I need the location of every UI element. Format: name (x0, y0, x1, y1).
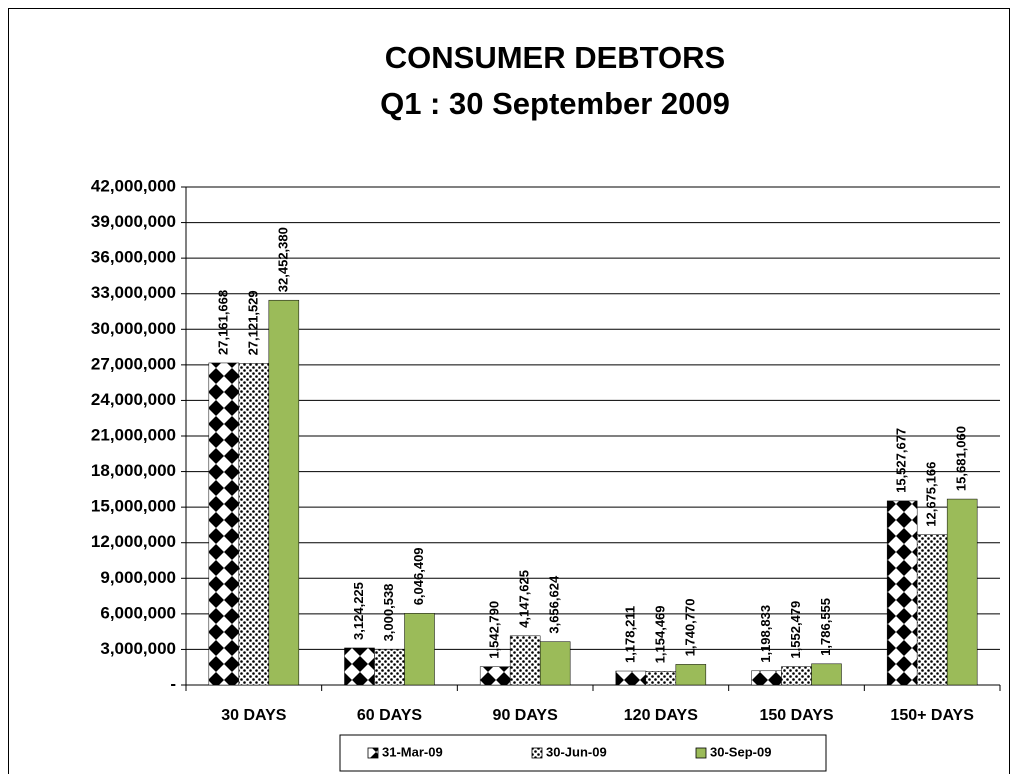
value-label: 1,786,555 (818, 598, 833, 656)
bar (645, 671, 677, 686)
legend-swatch (531, 747, 543, 759)
x-tick-label: 90 DAYS (493, 707, 559, 724)
bar (404, 613, 435, 686)
y-tick-label: 33,000,000 (91, 283, 176, 302)
bar (208, 362, 240, 686)
bar (344, 647, 375, 686)
value-label: 1,542,790 (487, 601, 502, 659)
bar (946, 498, 978, 686)
bar (238, 363, 270, 686)
y-tick-label: 18,000,000 (91, 461, 176, 480)
value-label: 3,124,225 (351, 582, 366, 640)
value-label: 15,681,060 (954, 426, 969, 491)
bar (539, 641, 571, 686)
bar (751, 670, 782, 686)
bar (374, 649, 405, 686)
value-label: 27,161,668 (215, 290, 230, 355)
value-label: 1,552,479 (788, 601, 803, 659)
bar (781, 666, 812, 686)
y-tick-label: 36,000,000 (91, 248, 176, 267)
value-label: 1,178,211 (622, 606, 637, 663)
value-label: 3,656,624 (547, 575, 562, 634)
bar (886, 500, 918, 686)
y-tick-label: 6,000,000 (100, 603, 176, 622)
value-label: 12,675,166 (924, 462, 939, 527)
y-tick-label: 27,000,000 (91, 354, 176, 373)
value-label: 3,000,538 (381, 584, 396, 642)
bar (479, 666, 511, 686)
value-label: 1,198,833 (758, 605, 773, 663)
bar (811, 663, 842, 686)
y-tick-label: 30,000,000 (91, 319, 176, 338)
value-label: 6,046,409 (411, 547, 426, 605)
value-label: 4,147,625 (517, 570, 532, 628)
value-label: 1,740,770 (682, 599, 697, 657)
legend-swatch (367, 747, 379, 759)
bar (615, 670, 647, 686)
y-tick-label: 39,000,000 (91, 212, 176, 231)
y-tick-label: 24,000,000 (91, 390, 176, 409)
value-label: 15,527,677 (894, 428, 909, 493)
y-tick-label: 21,000,000 (91, 425, 176, 444)
y-tick-label: - (170, 674, 176, 693)
x-tick-label: 60 DAYS (357, 707, 423, 724)
y-tick-label: 3,000,000 (100, 639, 176, 658)
x-tick-label: 150 DAYS (759, 707, 833, 724)
value-label: 32,452,380 (275, 227, 290, 292)
x-tick-label: 120 DAYS (624, 707, 698, 724)
legend-box (339, 734, 827, 772)
value-label: 27,121,529 (245, 290, 260, 355)
y-tick-label: 12,000,000 (91, 532, 176, 551)
x-tick-label: 150+ DAYS (890, 707, 974, 724)
legend-swatch (695, 747, 707, 759)
bar (509, 635, 541, 686)
bar (675, 664, 707, 686)
bar (916, 534, 948, 686)
x-tick-label: 30 DAYS (221, 707, 287, 724)
legend-label: 30-Sep-09 (710, 744, 771, 759)
legend-label: 30-Jun-09 (546, 744, 607, 759)
y-tick-label: 42,000,000 (91, 176, 176, 195)
chart-title: CONSUMER DEBTORS (385, 40, 725, 75)
bar (268, 299, 300, 686)
value-label: 1,154,469 (652, 605, 667, 663)
y-tick-label: 9,000,000 (100, 568, 176, 587)
chart-subtitle: Q1 : 30 September 2009 (380, 86, 730, 121)
y-tick-label: 15,000,000 (91, 497, 176, 516)
legend-label: 31-Mar-09 (382, 744, 443, 759)
